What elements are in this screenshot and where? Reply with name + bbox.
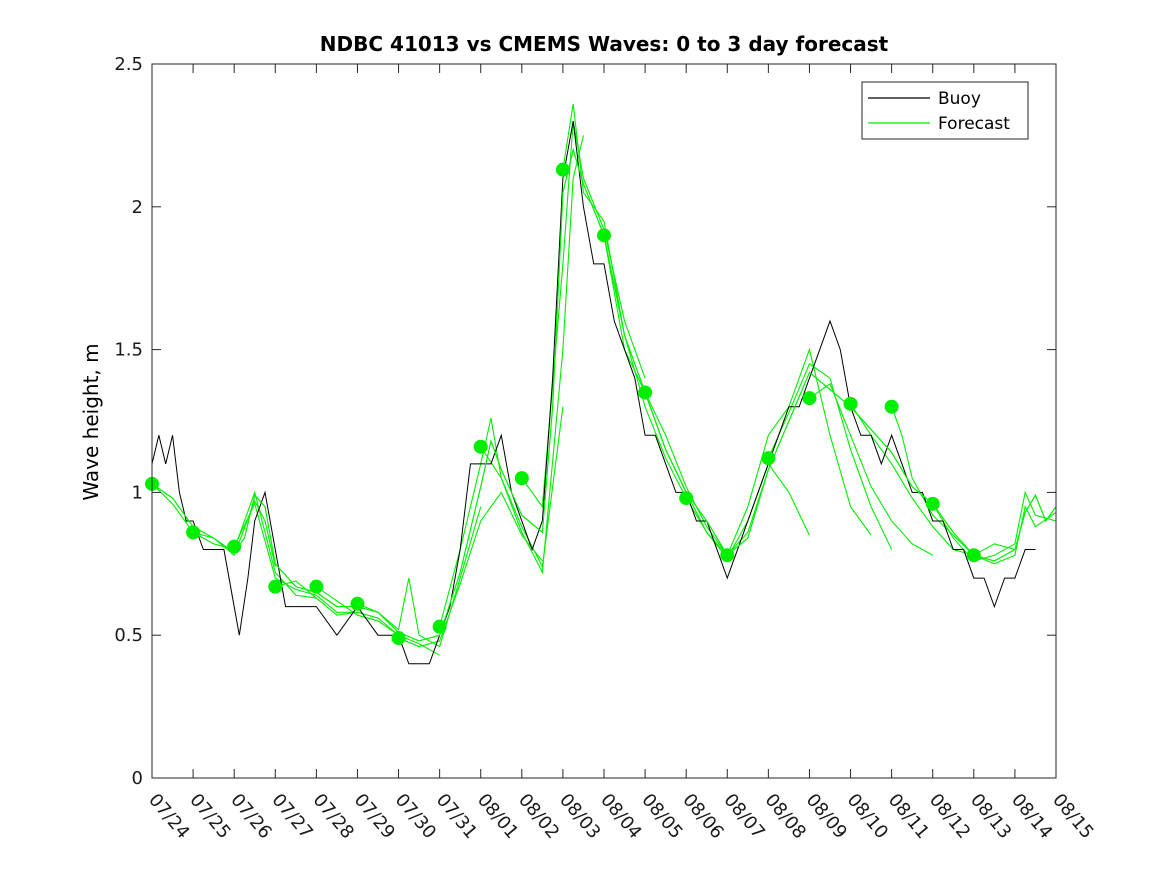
forecast-start-point-16 [761,451,776,466]
forecast-start-point-20 [925,496,940,511]
forecast-run-line-7 [398,491,543,648]
forecast-start-point-7 [391,631,406,646]
forecast-run-line-11 [562,103,687,499]
forecast-start-point-21 [966,548,981,563]
forecast-run-line-3 [233,502,358,613]
legend-box [861,81,1029,140]
legend: Buoy Forecast [861,81,1029,140]
forecast-run-line-16 [767,363,893,550]
forecast-start-point-8 [432,619,447,634]
forecast-start-point-10 [514,471,529,486]
buoy-series-line [151,121,1036,665]
forecast-start-point-9 [473,439,488,454]
forecast-start-point-12 [597,228,611,243]
forecast-run-line-9 [480,135,584,575]
forecast-start-point-3 [227,539,242,554]
forecast-run-line-17 [809,383,933,556]
forecast-run-line-2 [192,490,317,599]
chart-title: NDBC 41013 vs CMEMS Waves: 0 to 3 day fo… [320,32,889,56]
y-tick-label: 0 [132,768,143,789]
forecast-run-line-4 [275,580,399,636]
forecast-start-point-13 [638,385,653,400]
y-tick-label: 1 [132,482,143,503]
y-axis-label: Wave height, m [79,343,103,500]
forecast-series-line [151,147,1057,642]
forecast-run-line-5 [316,586,440,656]
forecast-start-point-19 [884,399,899,414]
forecast-start-point-18 [843,396,858,411]
forecast-start-point-5 [309,579,324,594]
legend-label-forecast: Forecast [938,114,1010,134]
forecast-run-line-20 [932,490,1057,562]
forecast-start-point-4 [268,579,283,594]
y-tick-label: 2 [132,197,143,218]
legend-label-buoy: Buoy [938,89,981,109]
forecast-run-line-19 [891,406,1016,556]
y-tick-label: 1.5 [114,340,143,361]
y-tick-label: 2.5 [114,54,143,75]
forecast-start-point-6 [350,596,365,611]
forecast-start-point-11 [555,162,570,177]
forecast-start-point-14 [679,491,694,506]
forecast-start-point-15 [720,548,735,563]
forecast-run-line-15 [726,347,872,556]
y-tick-label: 0.5 [114,625,143,646]
forecast-start-point-2 [186,525,201,540]
forecast-start-point-17 [802,391,817,406]
